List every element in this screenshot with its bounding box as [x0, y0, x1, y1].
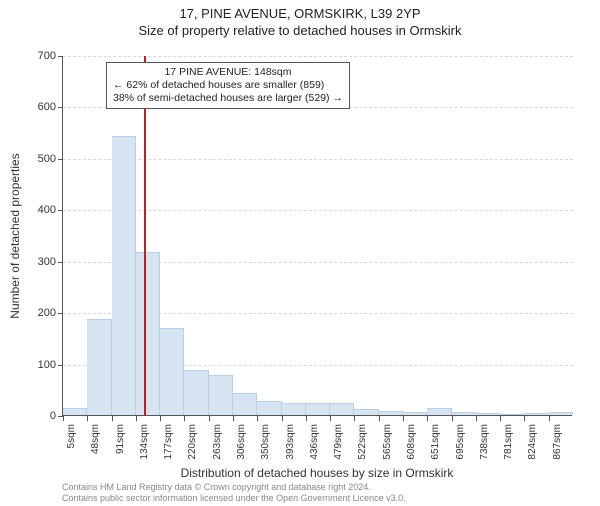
xtick-mark [452, 416, 453, 421]
plot-area: 01002003004005006007005sqm48sqm91sqm134s… [62, 56, 572, 416]
ytick-mark [58, 56, 63, 57]
histogram-bar [379, 411, 403, 415]
xtick-mark [403, 416, 404, 421]
histogram-bar [87, 319, 111, 415]
histogram-bar [476, 413, 500, 415]
x-axis-label: Distribution of detached houses by size … [62, 466, 572, 480]
chart-subtitle: Size of property relative to detached ho… [0, 23, 600, 38]
ytick-mark [58, 313, 63, 314]
histogram-bar [524, 413, 548, 415]
ytick-label: 400 [16, 204, 56, 216]
annotation-box: 17 PINE AVENUE: 148sqm ← 62% of detached… [106, 62, 350, 109]
xtick-mark [500, 416, 501, 421]
xtick-label: 350sqm [260, 424, 271, 460]
histogram-bar [549, 412, 573, 415]
xtick-mark [257, 416, 258, 421]
ytick-mark [58, 107, 63, 108]
histogram-bar [500, 414, 524, 416]
xtick-label: 306sqm [236, 424, 247, 460]
ytick-mark [58, 210, 63, 211]
xtick-label: 479sqm [333, 424, 344, 460]
annotation-line-3: 38% of semi-detached houses are larger (… [113, 92, 343, 105]
xtick-label: 177sqm [163, 424, 174, 460]
histogram-bar [184, 370, 208, 415]
ytick-label: 100 [16, 359, 56, 371]
xtick-mark [160, 416, 161, 421]
xtick-label: 824sqm [527, 424, 538, 460]
ytick-mark [58, 262, 63, 263]
xtick-mark [87, 416, 88, 421]
histogram-bar [136, 252, 160, 415]
xtick-mark [184, 416, 185, 421]
footer-attribution: Contains HM Land Registry data © Crown c… [62, 482, 406, 504]
histogram-bar [306, 403, 330, 415]
histogram-bar [403, 412, 427, 415]
ytick-mark [58, 365, 63, 366]
xtick-label: 48sqm [90, 424, 101, 454]
histogram-bar [112, 136, 136, 415]
xtick-mark [330, 416, 331, 421]
xtick-mark [282, 416, 283, 421]
gridline-h [63, 210, 573, 211]
annotation-line-2: ← 62% of detached houses are smaller (85… [113, 79, 343, 92]
gridline-h [63, 159, 573, 160]
xtick-mark [209, 416, 210, 421]
footer-line-2: Contains public sector information licen… [62, 493, 406, 504]
xtick-mark [354, 416, 355, 421]
xtick-label: 565sqm [382, 424, 393, 460]
xtick-mark [63, 416, 64, 421]
xtick-label: 608sqm [406, 424, 417, 460]
xtick-label: 91sqm [115, 424, 126, 454]
xtick-label: 436sqm [309, 424, 320, 460]
xtick-mark [379, 416, 380, 421]
xtick-label: 220sqm [187, 424, 198, 460]
xtick-label: 263sqm [212, 424, 223, 460]
ytick-label: 600 [16, 101, 56, 113]
xtick-label: 781sqm [503, 424, 514, 460]
histogram-bar [160, 328, 184, 415]
gridline-h [63, 56, 573, 57]
xtick-mark [549, 416, 550, 421]
xtick-mark [476, 416, 477, 421]
histogram-bar [233, 393, 257, 415]
histogram-bar [63, 408, 87, 415]
histogram-bar [354, 409, 378, 415]
histogram-bar [330, 403, 354, 415]
histogram-bar [452, 412, 476, 415]
annotation-line-1: 17 PINE AVENUE: 148sqm [113, 66, 343, 79]
histogram-bar [427, 408, 451, 415]
xtick-mark [136, 416, 137, 421]
histogram-bar [257, 401, 281, 415]
xtick-mark [112, 416, 113, 421]
xtick-label: 134sqm [139, 424, 150, 460]
chart-title-address: 17, PINE AVENUE, ORMSKIRK, L39 2YP [0, 6, 600, 21]
xtick-label: 393sqm [285, 424, 296, 460]
xtick-label: 738sqm [479, 424, 490, 460]
ytick-label: 300 [16, 256, 56, 268]
plot-container: 01002003004005006007005sqm48sqm91sqm134s… [62, 56, 572, 416]
histogram-bar [282, 403, 306, 415]
xtick-label: 522sqm [357, 424, 368, 460]
y-axis-label: Number of detached properties [8, 153, 22, 318]
xtick-mark [524, 416, 525, 421]
footer-line-1: Contains HM Land Registry data © Crown c… [62, 482, 406, 493]
xtick-mark [233, 416, 234, 421]
xtick-mark [427, 416, 428, 421]
xtick-label: 867sqm [552, 424, 563, 460]
ytick-label: 500 [16, 153, 56, 165]
xtick-label: 5sqm [66, 424, 77, 448]
xtick-label: 695sqm [455, 424, 466, 460]
histogram-bar [209, 375, 233, 415]
ytick-label: 200 [16, 307, 56, 319]
ytick-label: 0 [16, 410, 56, 422]
xtick-mark [306, 416, 307, 421]
ytick-label: 700 [16, 50, 56, 62]
reference-line [144, 56, 146, 416]
xtick-label: 651sqm [430, 424, 441, 460]
ytick-mark [58, 159, 63, 160]
